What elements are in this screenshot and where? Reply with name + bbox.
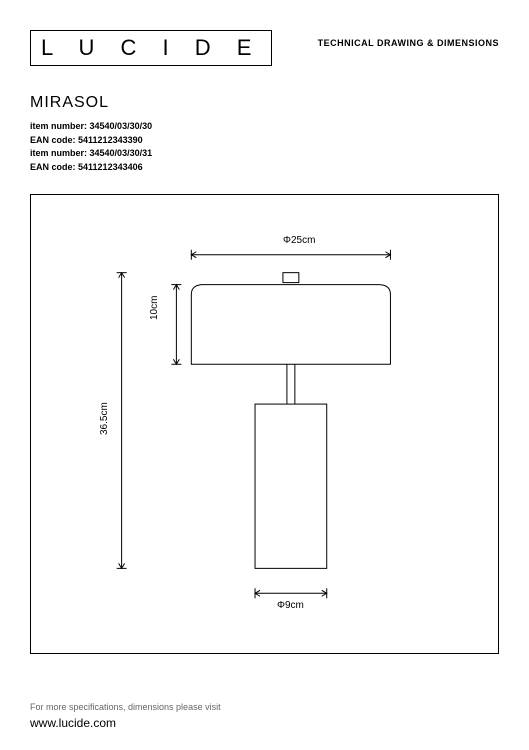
meta-value: 34540/03/30/30 — [90, 121, 153, 131]
meta-value: 5411212343406 — [78, 162, 143, 172]
product-name: MIRASOL — [30, 94, 499, 112]
footer-url: www.lucide.com — [30, 716, 221, 730]
meta-label: EAN code: — [30, 162, 76, 172]
technical-drawing-frame: Φ25cm 10cm 36.5cm Φ9cm — [30, 194, 499, 654]
meta-value: 5411212343390 — [78, 135, 143, 145]
footer: For more specifications, dimensions plea… — [30, 702, 221, 730]
footer-text: For more specifications, dimensions plea… — [30, 702, 221, 712]
meta-value: 34540/03/30/31 — [90, 148, 153, 158]
meta-label: item number: — [30, 121, 87, 131]
brand-logo: L U C I D E — [30, 30, 272, 66]
dim-total-height: 36.5cm — [99, 402, 110, 435]
header-subtitle: TECHNICAL DRAWING & DIMENSIONS — [318, 30, 499, 48]
product-meta: item number: 34540/03/30/30 EAN code: 54… — [30, 120, 499, 174]
dim-shade-height: 10cm — [149, 296, 160, 320]
dim-base-width: Φ9cm — [277, 600, 304, 611]
meta-label: EAN code: — [30, 135, 76, 145]
meta-label: item number: — [30, 148, 87, 158]
dim-top-width: Φ25cm — [283, 235, 315, 246]
